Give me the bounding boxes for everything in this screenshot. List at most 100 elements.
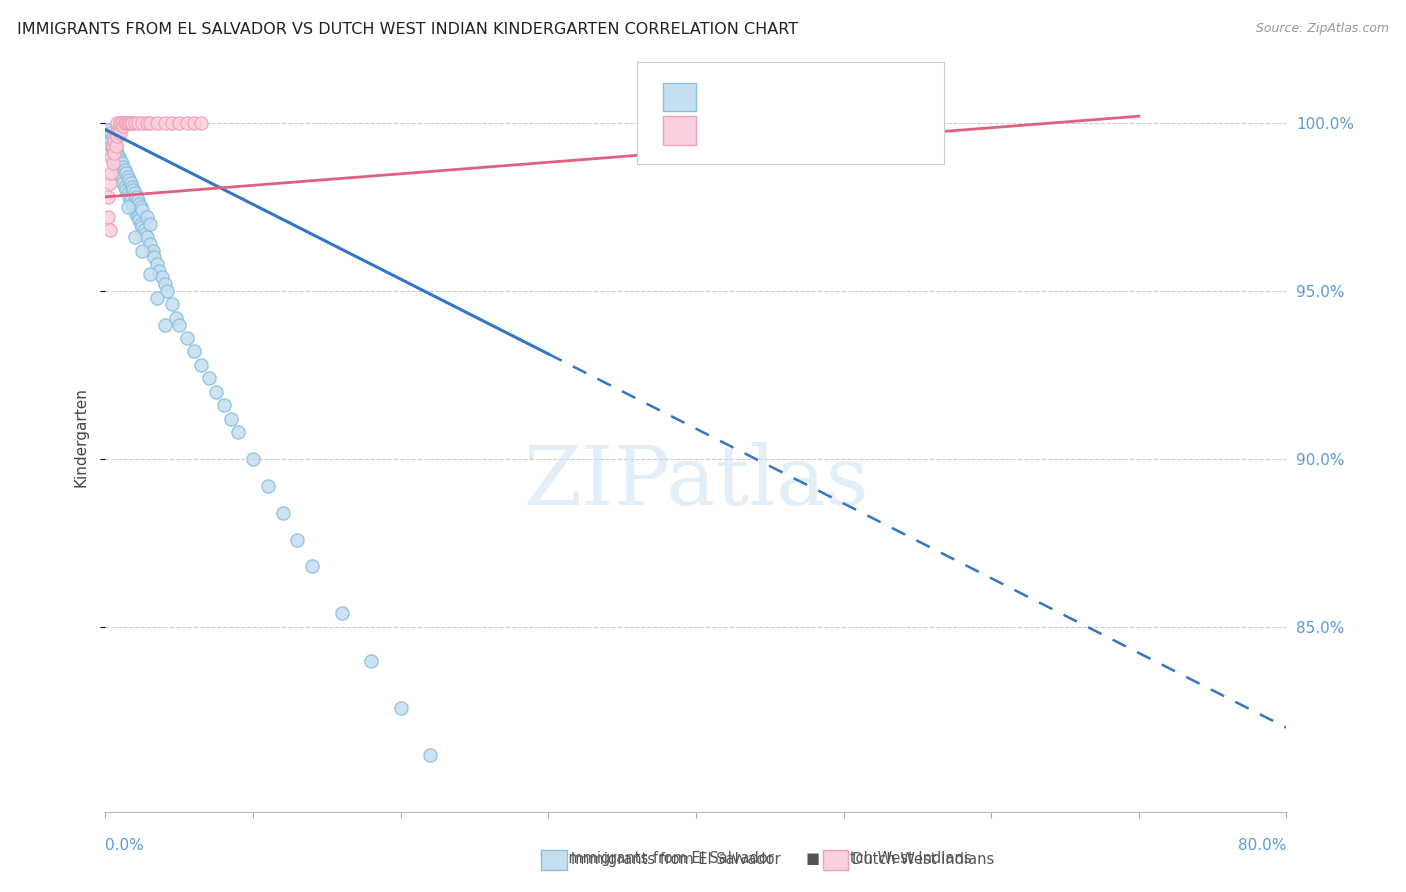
Point <box>115 116 138 130</box>
Point <box>105 160 128 174</box>
Text: ZIPatlas: ZIPatlas <box>523 442 869 522</box>
Point <box>148 264 170 278</box>
Point <box>146 257 169 271</box>
Point <box>120 177 142 191</box>
Point <box>129 200 152 214</box>
Point <box>128 196 150 211</box>
Point <box>114 163 136 178</box>
Point <box>98 177 121 191</box>
Point <box>287 533 309 547</box>
Point <box>905 116 928 130</box>
Point <box>124 116 146 130</box>
Text: IMMIGRANTS FROM EL SALVADOR VS DUTCH WEST INDIAN KINDERGARTEN CORRELATION CHART: IMMIGRANTS FROM EL SALVADOR VS DUTCH WES… <box>17 22 799 37</box>
Point <box>492 862 515 876</box>
Point <box>389 700 412 714</box>
Point <box>127 193 149 207</box>
Point <box>226 425 250 439</box>
Point <box>101 156 124 170</box>
Point <box>105 146 128 161</box>
Point <box>183 344 205 359</box>
Point <box>124 203 146 218</box>
Point <box>125 190 148 204</box>
Point <box>103 136 125 150</box>
Point <box>138 217 162 231</box>
Point <box>101 129 124 144</box>
Point <box>110 169 132 184</box>
Point <box>330 607 353 621</box>
Point <box>156 284 179 298</box>
Point <box>183 116 205 130</box>
Point <box>131 203 153 218</box>
Point <box>256 479 278 493</box>
Point <box>114 179 136 194</box>
Point <box>135 210 157 224</box>
Point <box>97 190 120 204</box>
Text: 80.0%: 80.0% <box>1239 838 1286 853</box>
Point <box>111 156 134 170</box>
Point <box>111 116 134 130</box>
Point <box>118 190 141 204</box>
Point <box>128 213 150 227</box>
Point <box>138 267 162 281</box>
Point <box>127 116 149 130</box>
Point <box>271 506 294 520</box>
Point <box>104 156 127 170</box>
Point <box>121 196 143 211</box>
Point <box>138 116 162 130</box>
Point <box>143 250 166 264</box>
Point <box>105 129 128 144</box>
Point <box>110 153 132 167</box>
Point <box>97 122 120 136</box>
Point <box>117 169 139 184</box>
Text: R =  0.550   N = 38: R = 0.550 N = 38 <box>706 117 855 132</box>
Point <box>153 116 176 130</box>
Point <box>97 210 120 224</box>
Point <box>127 210 149 224</box>
Point <box>135 230 157 244</box>
Point <box>464 822 486 836</box>
Point <box>153 277 176 292</box>
Point <box>138 236 162 251</box>
Point <box>98 223 121 237</box>
FancyBboxPatch shape <box>662 83 696 112</box>
Point <box>101 143 124 157</box>
Point <box>104 139 127 153</box>
Point <box>111 173 134 187</box>
Y-axis label: Kindergarten: Kindergarten <box>73 387 89 487</box>
Point <box>120 193 142 207</box>
Point <box>131 220 153 235</box>
Point <box>142 244 165 258</box>
Point <box>120 116 142 130</box>
Point <box>107 149 129 163</box>
Point <box>100 149 122 163</box>
Point <box>242 451 264 466</box>
Point <box>103 149 125 163</box>
Point <box>107 163 129 178</box>
Point <box>160 297 183 311</box>
Point <box>146 116 169 130</box>
Point <box>124 186 146 201</box>
Point <box>103 146 125 161</box>
Point <box>98 133 121 147</box>
Point <box>125 207 148 221</box>
Point <box>110 166 132 180</box>
Point <box>122 200 145 214</box>
Point <box>117 116 139 130</box>
Point <box>146 291 169 305</box>
Point <box>153 318 176 332</box>
Point <box>115 166 138 180</box>
Point <box>169 318 191 332</box>
Point <box>150 270 173 285</box>
Point <box>176 331 198 345</box>
Point <box>101 139 124 153</box>
Point <box>105 116 128 130</box>
Text: ■  Immigrants from El Salvador       ■  Dutch West Indians: ■ Immigrants from El Salvador ■ Dutch We… <box>541 851 972 865</box>
Point <box>134 227 156 241</box>
Point <box>165 310 187 325</box>
Point <box>104 139 127 153</box>
Point <box>219 411 242 425</box>
Point <box>205 384 228 399</box>
Point <box>112 160 135 174</box>
Point <box>110 126 132 140</box>
Point <box>112 177 135 191</box>
